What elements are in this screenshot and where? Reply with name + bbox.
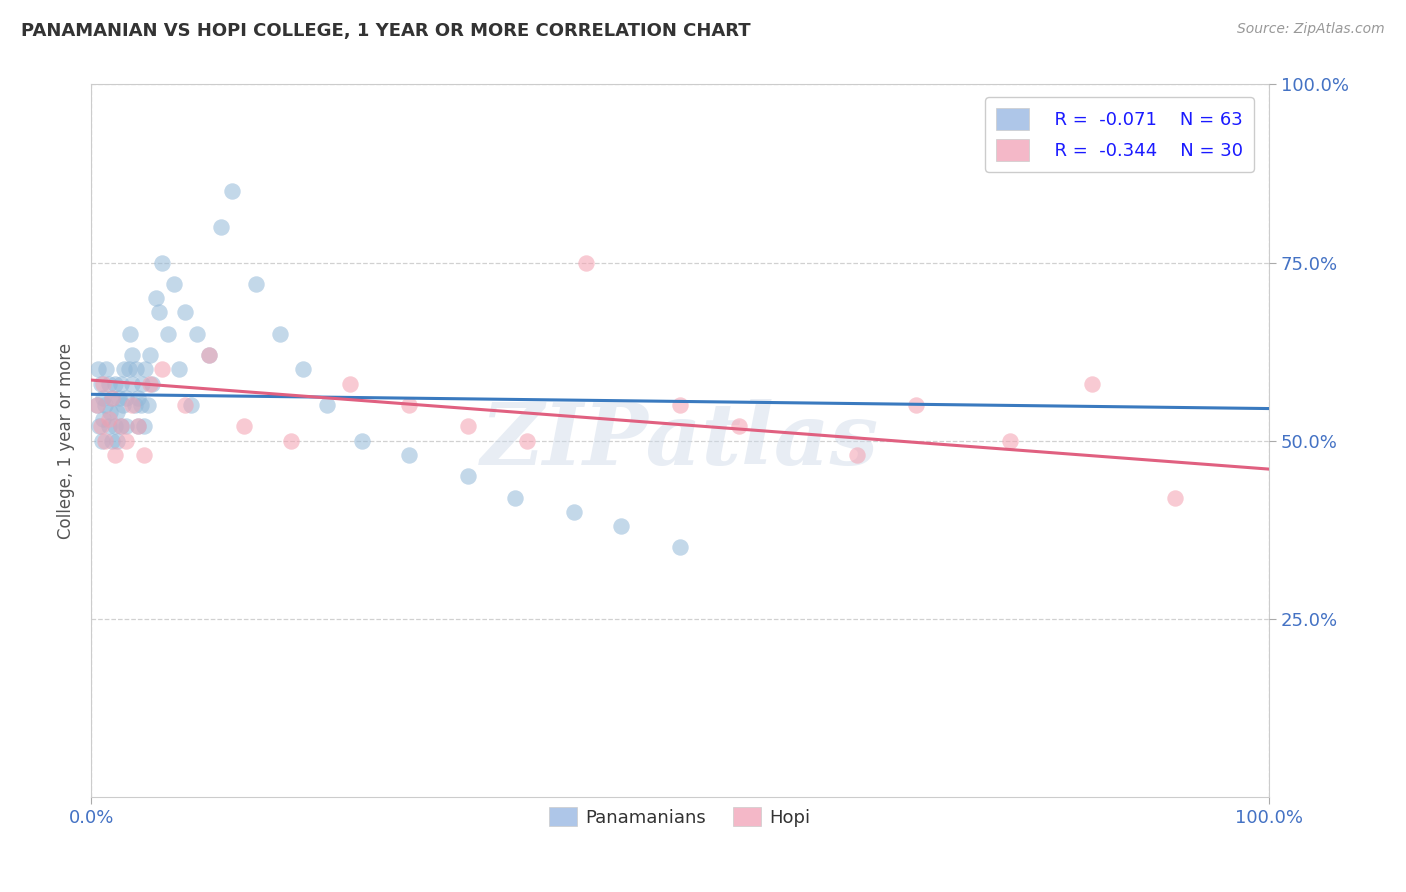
Point [104, 376, 127, 391]
Point [1081, 376, 1104, 391]
Point [134, 448, 156, 462]
Point [562, 505, 585, 519]
Point [112, 362, 135, 376]
Point [156, 326, 179, 341]
Point [105, 405, 128, 419]
Point [315, 398, 337, 412]
Point [134, 362, 156, 376]
Point [115, 391, 138, 405]
Point [457, 419, 479, 434]
Y-axis label: College, 1 year or more: College, 1 year or more [58, 343, 75, 539]
Point [87, 362, 110, 376]
Point [292, 362, 315, 376]
Point [110, 419, 132, 434]
Point [180, 398, 202, 412]
Point [86, 398, 108, 412]
Point [125, 362, 148, 376]
Point [141, 376, 163, 391]
Point [186, 326, 208, 341]
Point [115, 434, 138, 448]
Point [145, 291, 167, 305]
Point [136, 398, 159, 412]
Point [209, 219, 232, 234]
Point [91, 391, 114, 405]
Point [352, 434, 374, 448]
Point [150, 362, 173, 376]
Point [134, 419, 156, 434]
Point [101, 391, 124, 405]
Point [121, 348, 143, 362]
Point [998, 434, 1021, 448]
Point [105, 434, 128, 448]
Point [97, 376, 120, 391]
Point [124, 398, 146, 412]
Point [101, 391, 124, 405]
Point [162, 277, 184, 291]
Point [97, 419, 120, 434]
Point [89, 419, 111, 434]
Point [575, 255, 598, 269]
Point [121, 398, 143, 412]
Point [129, 398, 152, 412]
Text: ZIPatlas: ZIPatlas [481, 399, 879, 483]
Point [98, 405, 121, 419]
Point [610, 519, 633, 533]
Point [233, 419, 256, 434]
Point [457, 469, 479, 483]
Point [94, 434, 117, 448]
Point [174, 305, 197, 319]
Point [150, 255, 173, 269]
Point [1164, 491, 1187, 505]
Point [169, 362, 191, 376]
Point [121, 376, 143, 391]
Point [221, 184, 243, 198]
Point [339, 376, 361, 391]
Point [86, 398, 108, 412]
Point [127, 419, 149, 434]
Point [131, 376, 153, 391]
Point [503, 491, 526, 505]
Point [245, 277, 267, 291]
Point [516, 434, 538, 448]
Point [904, 398, 927, 412]
Point [845, 448, 868, 462]
Point [728, 419, 751, 434]
Point [148, 305, 170, 319]
Point [198, 348, 221, 362]
Point [198, 348, 221, 362]
Point [90, 376, 112, 391]
Point [398, 398, 420, 412]
Point [104, 419, 127, 434]
Point [269, 326, 291, 341]
Point [108, 391, 131, 405]
Point [280, 434, 302, 448]
Point [139, 376, 162, 391]
Point [118, 362, 141, 376]
Point [90, 419, 112, 434]
Point [398, 448, 420, 462]
Point [118, 326, 141, 341]
Point [101, 434, 124, 448]
Point [104, 448, 127, 462]
Point [91, 376, 114, 391]
Point [669, 398, 692, 412]
Point [111, 398, 134, 412]
Point [110, 419, 132, 434]
Point [127, 391, 149, 405]
Point [115, 419, 138, 434]
Point [96, 362, 118, 376]
Point [174, 398, 197, 412]
Point [127, 419, 149, 434]
Point [90, 434, 112, 448]
Point [110, 376, 132, 391]
Point [669, 541, 692, 555]
Text: PANAMANIAN VS HOPI COLLEGE, 1 YEAR OR MORE CORRELATION CHART: PANAMANIAN VS HOPI COLLEGE, 1 YEAR OR MO… [21, 22, 751, 40]
Legend: Panamanians, Hopi: Panamanians, Hopi [543, 800, 818, 834]
Point [91, 412, 114, 426]
Point [97, 412, 120, 426]
Text: Source: ZipAtlas.com: Source: ZipAtlas.com [1237, 22, 1385, 37]
Point [94, 398, 117, 412]
Point [139, 348, 162, 362]
